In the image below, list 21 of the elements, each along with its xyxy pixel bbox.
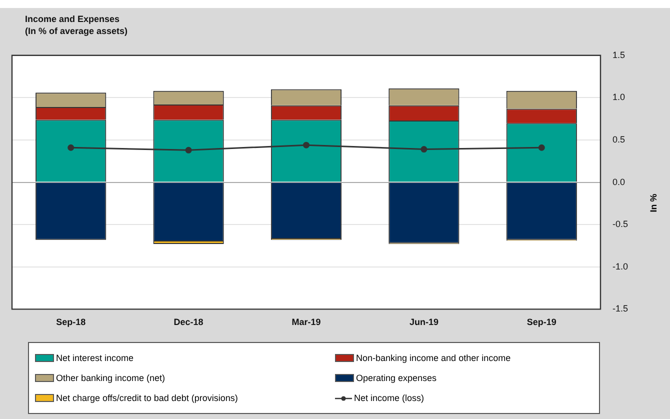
- x-tick-label: Sep-18: [56, 317, 86, 328]
- y-tick-label: 1.5: [612, 50, 626, 60]
- y-tick-label: -1.5: [612, 304, 628, 314]
- x-tick-label: Jun-19: [409, 317, 438, 328]
- chart-subtitle: (In % of average assets): [25, 25, 128, 37]
- y-tick-label: 0.0: [612, 176, 626, 187]
- legend-label: Net charge offs/credit to bad debt (provisions): [56, 393, 238, 403]
- legend-label: Other banking income (net): [56, 373, 166, 383]
- y-tick-label: 1.0: [612, 92, 626, 102]
- legend-label: Net interest income: [56, 353, 134, 363]
- y-tick-label: 0.5: [612, 134, 626, 144]
- chart-title: Income and Expenses: [25, 13, 121, 25]
- legend-label: Operating expenses: [356, 373, 437, 383]
- y-tick-label: -1.0: [612, 261, 628, 272]
- x-tick-label: Dec-18: [174, 317, 204, 328]
- legend-label: Non-banking income and other income: [356, 353, 511, 363]
- x-tick-label: Mar-19: [292, 317, 321, 328]
- y-tick-label: -0.5: [612, 219, 628, 230]
- x-tick-label: Sep-19: [526, 317, 556, 328]
- y-axis-title: In %: [648, 194, 658, 212]
- legend-label: Net income (loss): [354, 393, 424, 403]
